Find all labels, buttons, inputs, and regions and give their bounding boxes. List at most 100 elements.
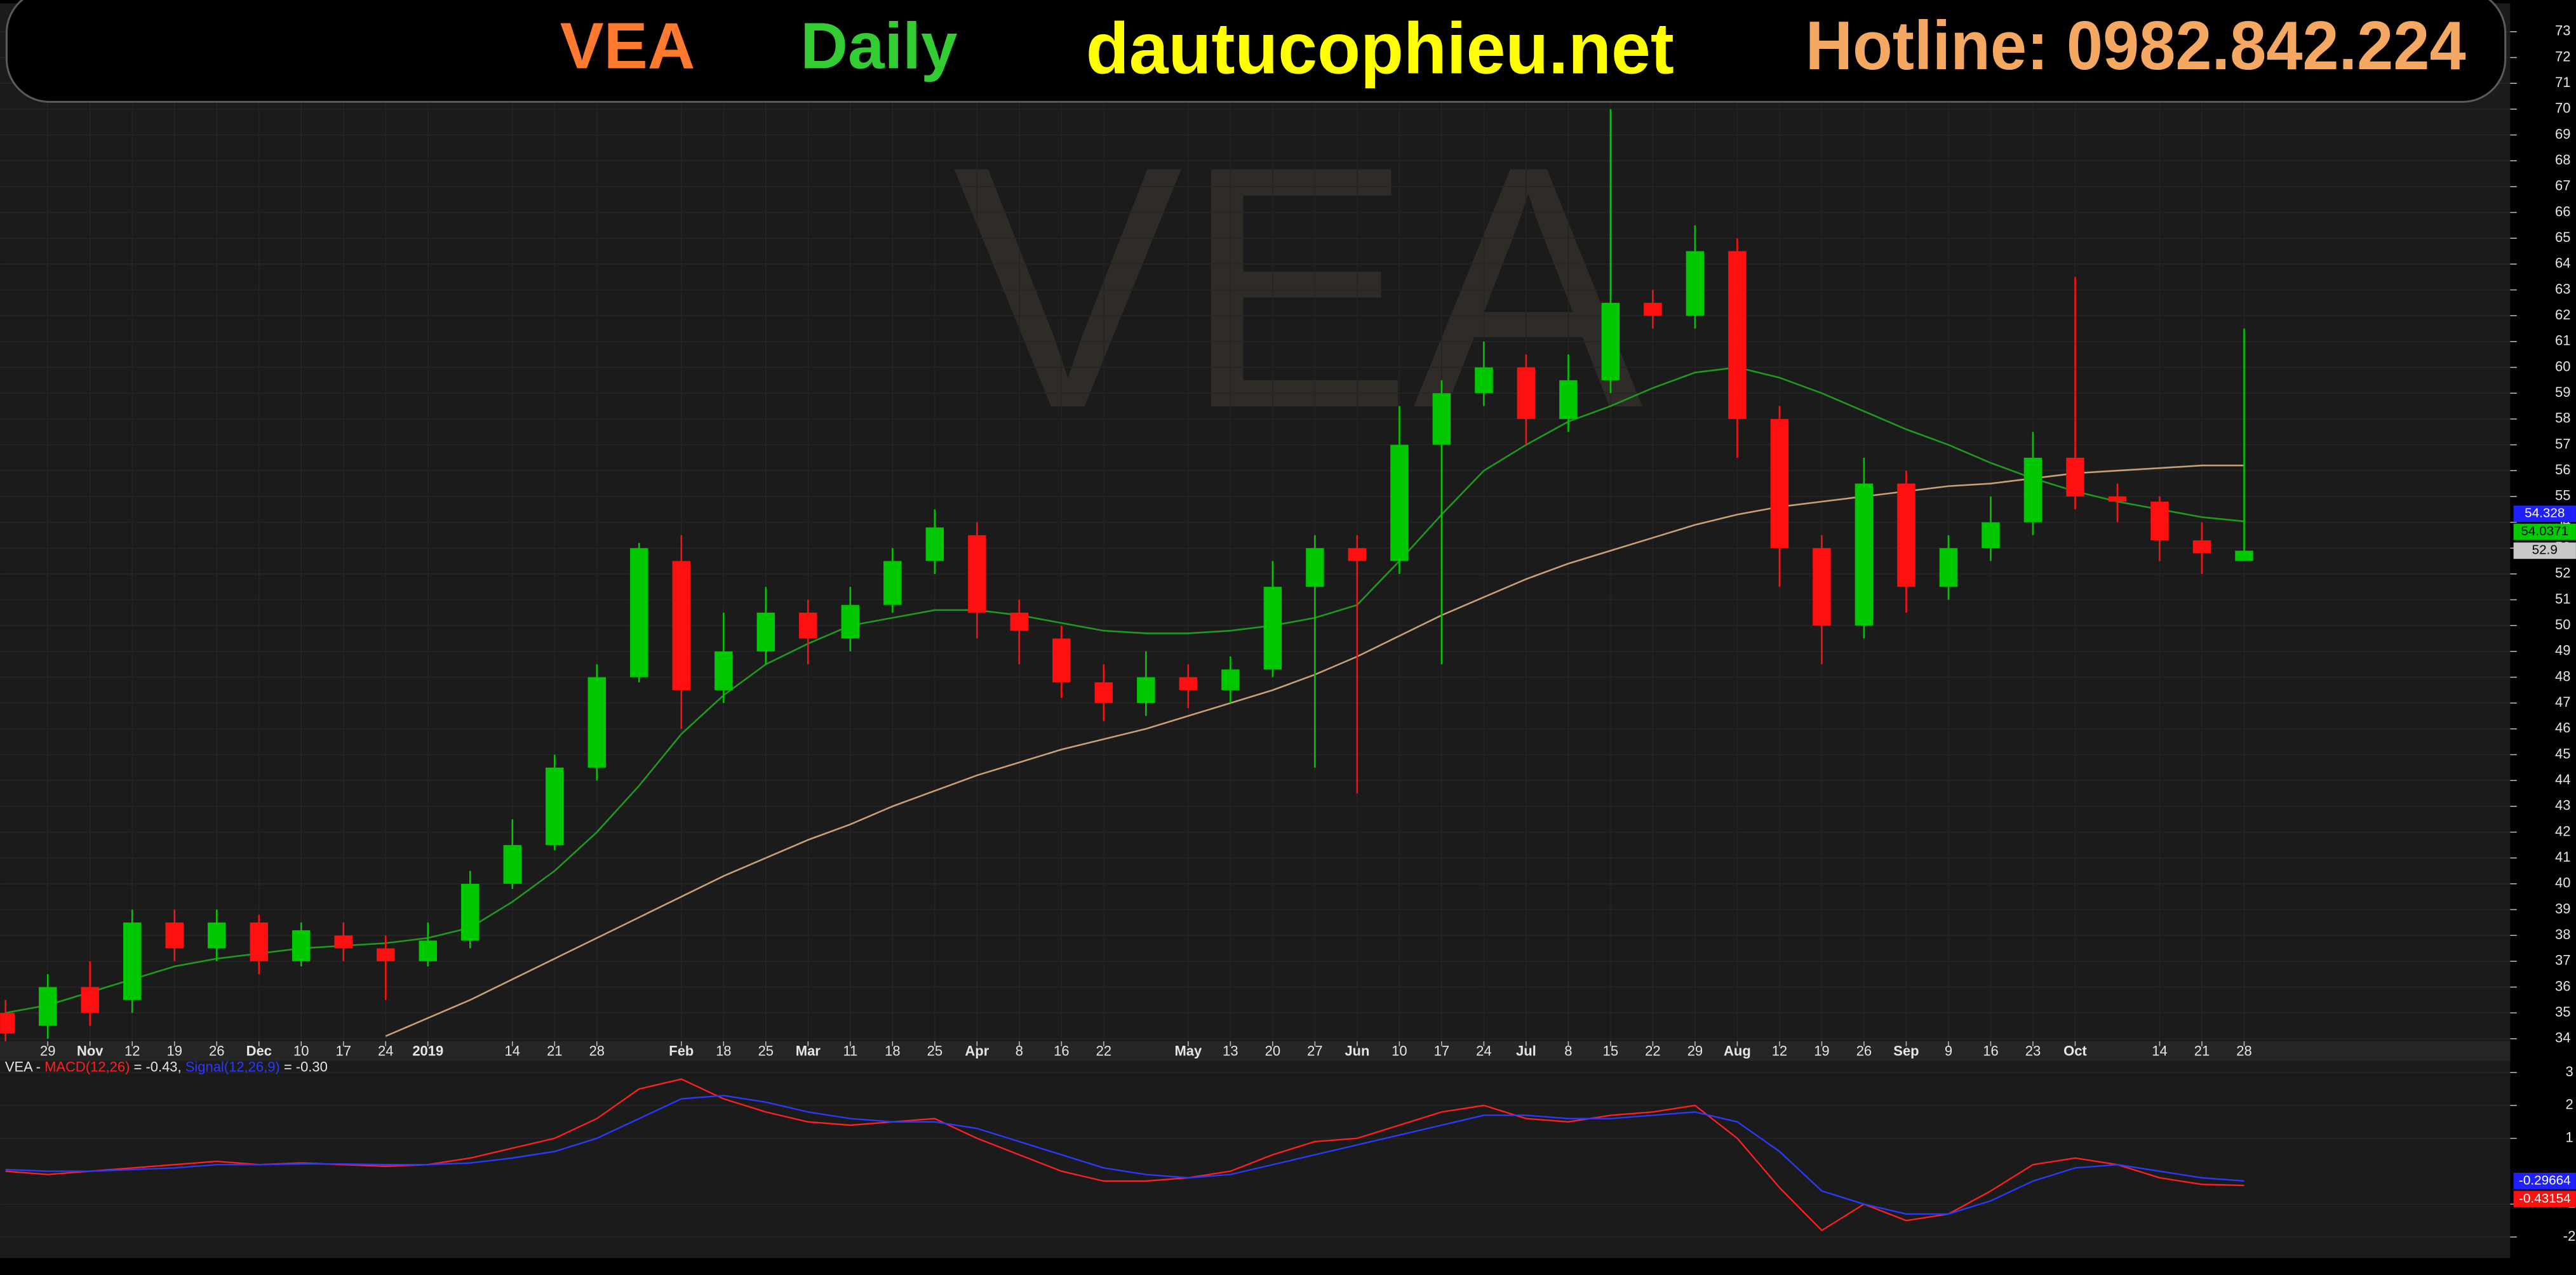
candle-body — [377, 948, 395, 961]
x-tick-label: 19 — [167, 1043, 182, 1059]
x-tick-label: 9 — [1945, 1043, 1952, 1059]
macd-legend: VEA - MACD(12,26) = -0.43, Signal(12,26,… — [5, 1058, 328, 1074]
y-tick-label: 56 — [2555, 462, 2570, 477]
price-label-box — [2513, 505, 2576, 523]
x-tick-label: 8 — [1564, 1043, 1572, 1059]
candle-body — [503, 844, 522, 884]
y-tick-label: 60 — [2555, 358, 2570, 374]
candle-body — [250, 922, 268, 961]
x-tick-label: Oct — [2063, 1043, 2087, 1059]
x-tick-label: 10 — [293, 1043, 309, 1059]
header-period: Daily — [800, 9, 957, 83]
x-tick-label: 17 — [336, 1043, 351, 1059]
candle-body — [419, 940, 438, 961]
x-tick-label: Aug — [1724, 1043, 1751, 1059]
candle-body — [461, 883, 480, 941]
y-tick-label: 45 — [2555, 745, 2570, 761]
y-tick-label: 73 — [2555, 23, 2570, 39]
legend-readout: = -0.43, — [130, 1058, 185, 1074]
x-tick-label: 15 — [1603, 1043, 1618, 1059]
x-tick-label: Sep — [1893, 1043, 1919, 1059]
candle-body — [1306, 548, 1324, 587]
candle-body — [1855, 483, 1874, 626]
candle-body — [883, 561, 902, 605]
y-tick-label: 63 — [2555, 281, 2570, 297]
candle-body — [1559, 380, 1578, 419]
value-label-box — [2513, 1191, 2576, 1208]
candle-body — [714, 651, 733, 690]
candle-body — [2066, 457, 2084, 497]
candle-body — [2023, 457, 2043, 523]
candle-body — [1897, 483, 1915, 587]
x-tick-label: 11 — [843, 1043, 857, 1059]
header-hotline: Hotline: 0982.842.224 — [1806, 8, 2466, 84]
header-symbol: VEA — [560, 9, 695, 83]
candle-body — [81, 987, 99, 1013]
candle-body — [123, 922, 142, 1000]
candle-body — [630, 548, 648, 678]
candle-body — [1221, 669, 1240, 690]
x-tick-label: 14 — [2152, 1043, 2167, 1059]
y-tick-label: 55 — [2555, 488, 2570, 504]
x-tick-label: 26 — [1856, 1043, 1872, 1059]
legend-prefix: VEA - — [5, 1058, 44, 1074]
candle-body — [1601, 302, 1620, 380]
candle-body — [1939, 548, 1958, 587]
y-tick-label: 39 — [2555, 900, 2570, 916]
x-tick-label: Jun — [1345, 1043, 1369, 1059]
candle-body — [1010, 612, 1029, 631]
y-tick-label: 36 — [2555, 978, 2570, 994]
y-tick-label: 67 — [2555, 178, 2570, 194]
line — [5, 1095, 2244, 1215]
y-tick-label: 69 — [2555, 126, 2570, 142]
candle-body — [1432, 393, 1451, 445]
x-tick-label: 16 — [1054, 1043, 1069, 1059]
candle-body — [292, 930, 311, 961]
candle-body — [1348, 548, 1367, 561]
x-tick-label: 28 — [589, 1043, 605, 1059]
candle-body — [672, 561, 691, 690]
x-tick-label: 8 — [1016, 1043, 1023, 1059]
y-tick-label: 2 — [2565, 1097, 2573, 1112]
date-strip — [0, 1041, 2511, 1061]
y-tick-label: 70 — [2555, 100, 2570, 116]
x-tick-label: 21 — [2194, 1043, 2210, 1059]
legend-name: Signal(12,26,9) — [185, 1058, 280, 1074]
header-site: dautucophieu.net — [1086, 8, 1674, 89]
x-tick-label: 18 — [716, 1043, 731, 1059]
candle-body — [334, 935, 352, 949]
candle-body — [1813, 548, 1831, 626]
y-tick-label: 71 — [2555, 74, 2570, 90]
x-tick-label: Feb — [669, 1043, 694, 1059]
y-tick-label: 66 — [2555, 203, 2570, 219]
x-tick-label: 10 — [1392, 1043, 1407, 1059]
y-tick-label: 38 — [2555, 926, 2570, 942]
value-label: -0.29664 — [2519, 1173, 2571, 1187]
candle-body — [2235, 551, 2253, 561]
x-tick-label: 22 — [1096, 1043, 1111, 1059]
x-tick-label: 29 — [40, 1043, 55, 1059]
x-tick-label: 21 — [547, 1043, 562, 1059]
x-tick-label: 12 — [1772, 1043, 1787, 1059]
x-tick-label: 12 — [124, 1043, 140, 1059]
value-label-box — [2513, 1172, 2576, 1189]
price-label-box — [2513, 523, 2576, 540]
y-tick-label: 72 — [2555, 48, 2570, 64]
y-tick-label: 46 — [2555, 720, 2570, 736]
header-banner — [5, 0, 2507, 103]
candle-body — [1179, 677, 1198, 690]
x-tick-label: Apr — [965, 1043, 989, 1059]
candle-body — [756, 612, 775, 651]
y-tick-label: 68 — [2555, 152, 2570, 168]
x-tick-label: 25 — [927, 1043, 943, 1059]
candle-body — [2192, 540, 2211, 554]
y-tick-label: 57 — [2555, 436, 2570, 451]
x-tick-label: 27 — [1307, 1043, 1322, 1059]
candle-body — [1475, 367, 1493, 394]
plot-layer — [0, 3, 2511, 1238]
candle-body — [799, 612, 817, 639]
x-tick-label: 19 — [1814, 1043, 1829, 1059]
candle-body — [968, 535, 986, 613]
